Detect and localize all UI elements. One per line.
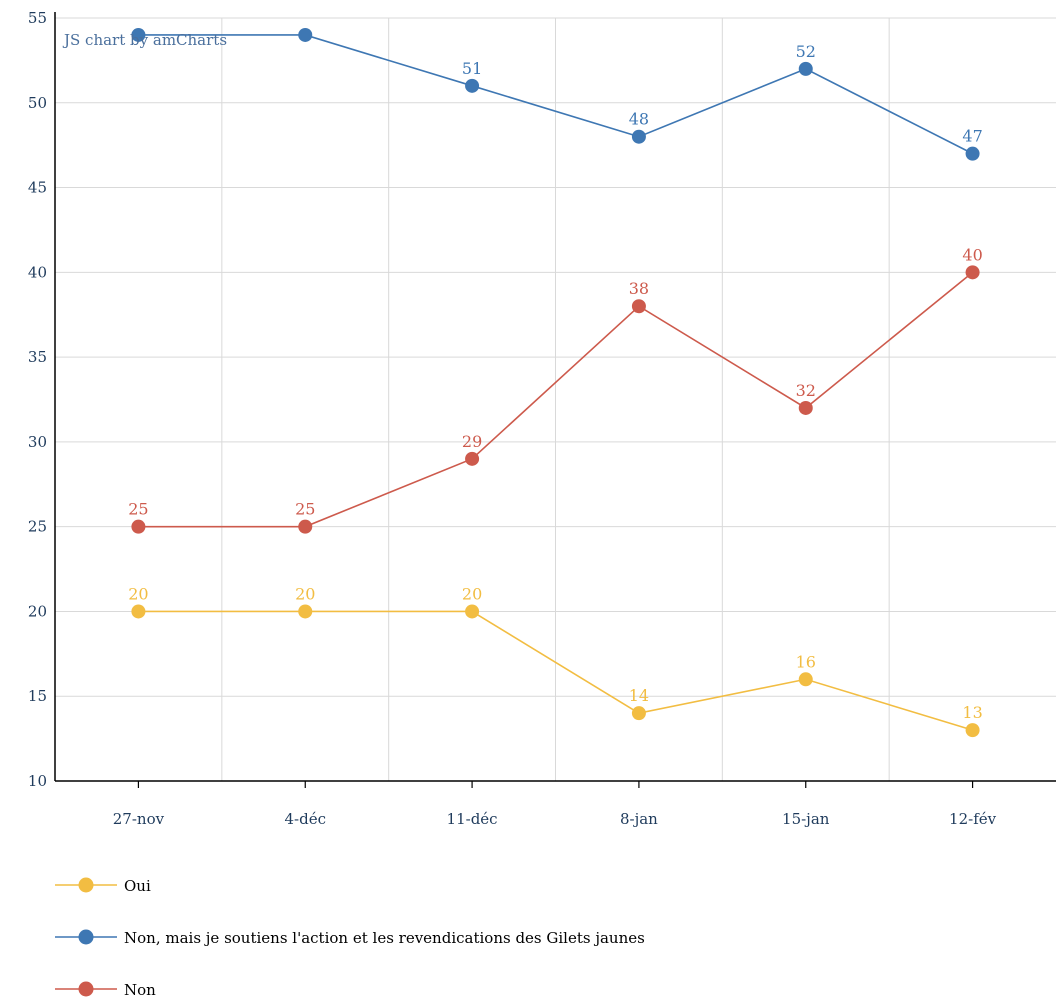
- y-tick-label: 40: [28, 263, 47, 281]
- data-label: 25: [128, 500, 148, 519]
- data-point[interactable]: [965, 146, 980, 161]
- data-point[interactable]: [631, 299, 646, 314]
- y-tick-label: 25: [28, 518, 47, 536]
- data-labels: 20 20 20 14 16 13 51 48 52 47 25 25 29 38 32 40: [128, 42, 983, 722]
- data-label: 47: [962, 127, 982, 146]
- chart-credit-link[interactable]: JS chart by amCharts: [62, 31, 227, 49]
- data-point[interactable]: [965, 265, 980, 280]
- data-point[interactable]: [798, 672, 813, 687]
- legend-label: Non: [124, 981, 156, 999]
- data-point[interactable]: [298, 27, 313, 42]
- data-point[interactable]: [965, 723, 980, 738]
- series-line: [138, 610, 973, 731]
- data-point[interactable]: [298, 604, 313, 619]
- y-tick-label: 45: [28, 179, 47, 197]
- grid: [55, 17, 1056, 781]
- legend-marker: [78, 877, 94, 893]
- y-tick-label: 20: [28, 602, 47, 620]
- legend-marker: [78, 929, 94, 945]
- data-point[interactable]: [131, 604, 146, 619]
- data-point[interactable]: [465, 451, 480, 466]
- data-label: 40: [962, 245, 982, 264]
- legend-marker: [78, 981, 94, 997]
- y-tick-label: 10: [28, 772, 47, 790]
- data-point[interactable]: [631, 706, 646, 721]
- legend: Oui Non, mais je soutiens l'action et les…: [55, 877, 645, 999]
- data-point[interactable]: [465, 78, 480, 93]
- legend-item[interactable]: Oui: [55, 877, 151, 895]
- legend-item[interactable]: Non, mais je soutiens l'action et les re…: [55, 929, 645, 947]
- data-point[interactable]: [798, 61, 813, 76]
- data-point[interactable]: [298, 519, 313, 534]
- data-label: 20: [295, 584, 315, 603]
- y-tick-label: 30: [28, 433, 47, 451]
- axes: 10 15 20 25 30 35 40 45 50 55 27-nov 4-déc 11-déc 8-j…: [28, 9, 1056, 828]
- series-line: [138, 34, 973, 155]
- y-tick-label: 55: [28, 9, 47, 27]
- data-label: 48: [629, 110, 649, 129]
- data-label: 25: [295, 500, 315, 519]
- legend-item[interactable]: Non: [55, 981, 156, 999]
- data-label: 20: [462, 584, 482, 603]
- y-tick-label: 15: [28, 687, 47, 705]
- data-label: 14: [629, 686, 649, 705]
- y-tick-label: 35: [28, 348, 47, 366]
- data-label: 29: [462, 432, 482, 451]
- x-tick-label: 12-fév: [949, 810, 997, 828]
- data-label: 16: [796, 652, 816, 671]
- x-tick-label: 8-jan: [620, 810, 658, 828]
- data-point[interactable]: [131, 27, 146, 42]
- data-point[interactable]: [798, 400, 813, 415]
- data-point[interactable]: [465, 604, 480, 619]
- x-tick-label: 11-déc: [447, 810, 498, 828]
- data-label: 51: [462, 59, 482, 78]
- x-tick-label: 15-jan: [782, 810, 830, 828]
- data-label: 20: [128, 584, 148, 603]
- data-label: 32: [796, 381, 816, 400]
- legend-label: Oui: [124, 877, 151, 895]
- legend-label: Non, mais je soutiens l'action et les re…: [124, 929, 645, 947]
- data-label: 13: [962, 703, 982, 722]
- series-line: [138, 271, 974, 528]
- x-tick-label: 4-déc: [285, 810, 327, 828]
- data-point[interactable]: [631, 129, 646, 144]
- data-point[interactable]: [131, 519, 146, 534]
- x-tick-label: 27-nov: [113, 810, 165, 828]
- series-lines: [131, 27, 980, 738]
- data-label: 52: [796, 42, 816, 61]
- data-label: 38: [629, 279, 649, 298]
- y-tick-label: 50: [28, 94, 47, 112]
